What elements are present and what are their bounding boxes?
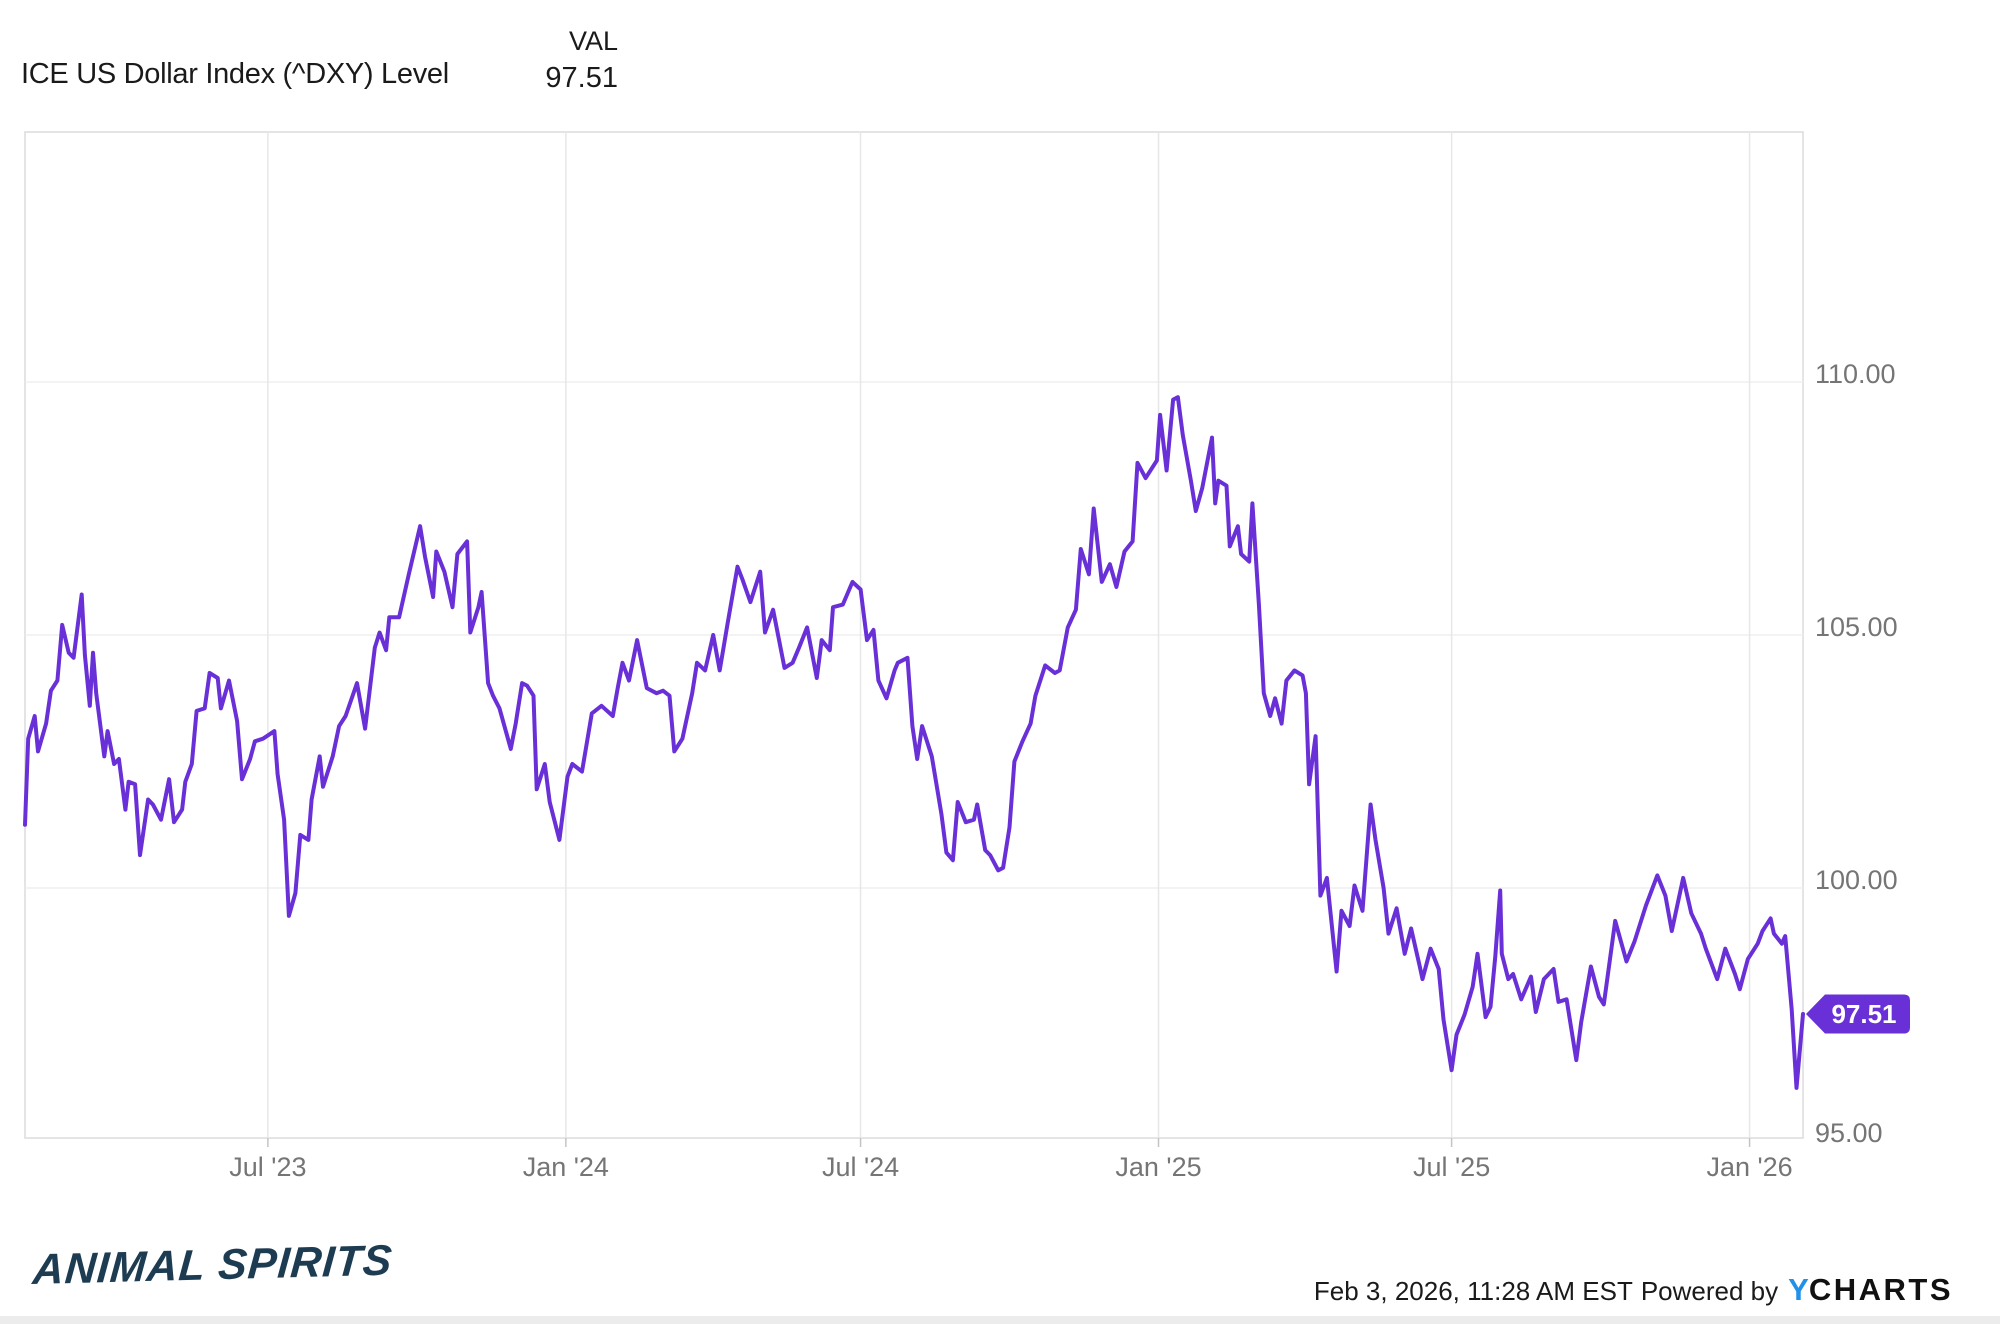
bottom-edge-strip xyxy=(0,1316,2000,1324)
y-axis-tick-label: 110.00 xyxy=(1815,358,1896,389)
value-column-header: VAL xyxy=(568,26,618,56)
footer-attribution: Feb 3, 2026, 11:28 AM EST Powered by YCH… xyxy=(1314,1272,1953,1308)
powered-by-label: Powered by xyxy=(1640,1276,1779,1306)
y-axis-tick-label: 105.00 xyxy=(1815,612,1898,642)
ycharts-logo: YCHARTS xyxy=(1788,1272,1953,1308)
y-axis-tick-label: 100.00 xyxy=(1815,865,1898,896)
ycharts-logo-y: Y xyxy=(1788,1272,1809,1307)
ycharts-logo-text: CHARTS xyxy=(1808,1272,1953,1307)
animal-spirits-logo: ANIMAL SPIRITS xyxy=(31,1236,395,1295)
x-axis-tick-label: Jul '25 xyxy=(1413,1152,1491,1182)
current-value-readout: 97.51 xyxy=(545,62,618,94)
current-value-badge-label: 97.51 xyxy=(1831,999,1897,1030)
x-axis-tick-label: Jan '26 xyxy=(1706,1152,1793,1182)
chart-title: ICE US Dollar Index (^DXY) Level xyxy=(21,58,449,90)
y-axis-tick-label: 95.00 xyxy=(1815,1118,1883,1149)
x-axis-tick-label: Jan '24 xyxy=(522,1152,609,1182)
value-readout-column: VAL 97.51 xyxy=(450,26,618,95)
timestamp-text: Feb 3, 2026, 11:28 AM EST xyxy=(1313,1276,1633,1306)
x-axis-tick-label: Jul '23 xyxy=(229,1152,307,1182)
x-axis-tick-label: Jul '24 xyxy=(821,1152,900,1182)
x-axis-tick-label: Jan '25 xyxy=(1115,1152,1202,1182)
